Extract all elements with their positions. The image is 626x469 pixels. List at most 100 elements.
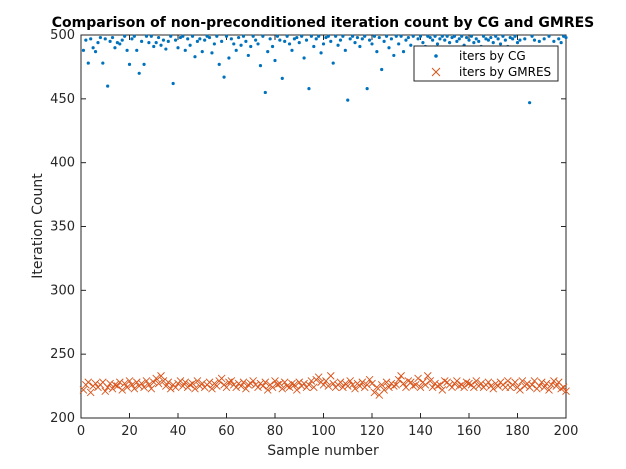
cg-point bbox=[283, 39, 287, 43]
x-tick-label: 120 bbox=[360, 424, 385, 439]
gmres-point bbox=[394, 375, 403, 384]
cg-point bbox=[164, 47, 168, 51]
gmres-point bbox=[305, 380, 313, 389]
legend: iters by CG iters by GMRES bbox=[413, 45, 559, 82]
cg-point bbox=[173, 38, 178, 42]
gmres-point bbox=[426, 377, 435, 385]
x-tick-label: 40 bbox=[170, 424, 187, 439]
cg-point bbox=[530, 34, 534, 38]
cg-point bbox=[227, 56, 231, 60]
gmres-point bbox=[293, 386, 301, 394]
gmres-point bbox=[552, 382, 561, 390]
gmres-point bbox=[409, 382, 418, 390]
gmres-point bbox=[295, 378, 304, 387]
gmres-point bbox=[249, 377, 257, 385]
cg-point bbox=[232, 42, 236, 46]
cg-point bbox=[307, 87, 311, 91]
gmres-point bbox=[557, 384, 565, 393]
x-axis: 0 20 40 60 80 100 120 140 160 180 200 bbox=[77, 35, 578, 439]
cg-point bbox=[498, 42, 503, 46]
cg-point bbox=[309, 34, 313, 38]
cg-point bbox=[559, 41, 563, 45]
cg-point bbox=[384, 34, 389, 38]
cg-point bbox=[224, 34, 229, 38]
cg-point bbox=[132, 34, 136, 38]
cg-point bbox=[113, 46, 117, 50]
cg-point bbox=[287, 42, 292, 46]
gmres-point bbox=[356, 382, 364, 390]
cg-point bbox=[152, 44, 156, 49]
gmres-point bbox=[125, 377, 134, 385]
cg-point bbox=[266, 49, 270, 54]
cg-point bbox=[416, 37, 420, 41]
plot-area bbox=[80, 34, 567, 419]
cg-point bbox=[557, 37, 561, 41]
gmres-point bbox=[390, 382, 398, 390]
cg-point bbox=[438, 37, 442, 41]
cg-point bbox=[496, 37, 500, 41]
gmres-point bbox=[225, 378, 233, 387]
cg-point bbox=[258, 64, 263, 68]
cg-point bbox=[91, 46, 95, 50]
x-tick-label: 180 bbox=[505, 424, 530, 439]
cg-point bbox=[147, 41, 151, 45]
gmres-point bbox=[326, 372, 335, 380]
gmres-point bbox=[365, 375, 374, 384]
gmres-point bbox=[106, 379, 114, 388]
gmres-point bbox=[162, 382, 170, 390]
cg-point bbox=[229, 37, 233, 41]
cg-point bbox=[215, 34, 219, 38]
cg-point bbox=[183, 48, 187, 52]
gmres-point bbox=[254, 383, 262, 392]
gmres-point bbox=[511, 378, 519, 387]
cg-point bbox=[159, 43, 163, 47]
gmres-point bbox=[550, 377, 558, 385]
cg-point bbox=[443, 38, 447, 42]
cg-point bbox=[268, 37, 272, 41]
legend-box bbox=[413, 45, 559, 82]
y-tick-label: 300 bbox=[50, 283, 75, 298]
cg-point bbox=[273, 58, 277, 63]
cg-point bbox=[127, 62, 132, 66]
gmres-point bbox=[108, 384, 117, 393]
cg-point bbox=[256, 42, 260, 46]
cg-point bbox=[186, 37, 190, 41]
cg-point bbox=[547, 34, 551, 38]
cg-point bbox=[297, 41, 301, 45]
cg-point bbox=[207, 35, 212, 40]
cg-point bbox=[387, 46, 391, 50]
cg-point bbox=[142, 62, 146, 66]
gmres-point bbox=[123, 383, 131, 392]
cg-point bbox=[239, 43, 243, 47]
gmres-point bbox=[373, 383, 381, 392]
gmres-point bbox=[329, 379, 338, 388]
cg-point bbox=[351, 34, 355, 38]
gmres-point bbox=[448, 383, 456, 392]
gmres-point bbox=[179, 382, 187, 390]
gmres-point bbox=[115, 378, 124, 387]
gmres-point bbox=[547, 380, 556, 389]
gmres-point bbox=[472, 377, 481, 385]
y-tick-label: 350 bbox=[50, 220, 75, 235]
gmres-point bbox=[111, 380, 119, 389]
gmres-point bbox=[283, 382, 291, 390]
chart-title: Comparison of non-preconditioned iterati… bbox=[52, 15, 595, 31]
y-axis-title: Iteration Count bbox=[30, 173, 46, 279]
gmres-point bbox=[343, 382, 352, 390]
cg-point bbox=[86, 61, 90, 65]
cg-point bbox=[343, 48, 347, 52]
cg-point bbox=[329, 39, 333, 43]
cg-point bbox=[360, 37, 364, 41]
gmres-point bbox=[193, 377, 202, 385]
cg-point bbox=[523, 37, 527, 41]
gmres-point bbox=[181, 378, 190, 387]
gmres-point bbox=[86, 388, 95, 397]
gmres-point bbox=[103, 383, 112, 392]
cg-point bbox=[515, 41, 520, 45]
cg-point bbox=[210, 51, 214, 55]
gmres-point bbox=[503, 377, 512, 385]
cg-point bbox=[157, 35, 161, 40]
cg-point bbox=[537, 39, 541, 43]
gmres-point bbox=[307, 377, 316, 385]
cg-point bbox=[411, 34, 415, 38]
